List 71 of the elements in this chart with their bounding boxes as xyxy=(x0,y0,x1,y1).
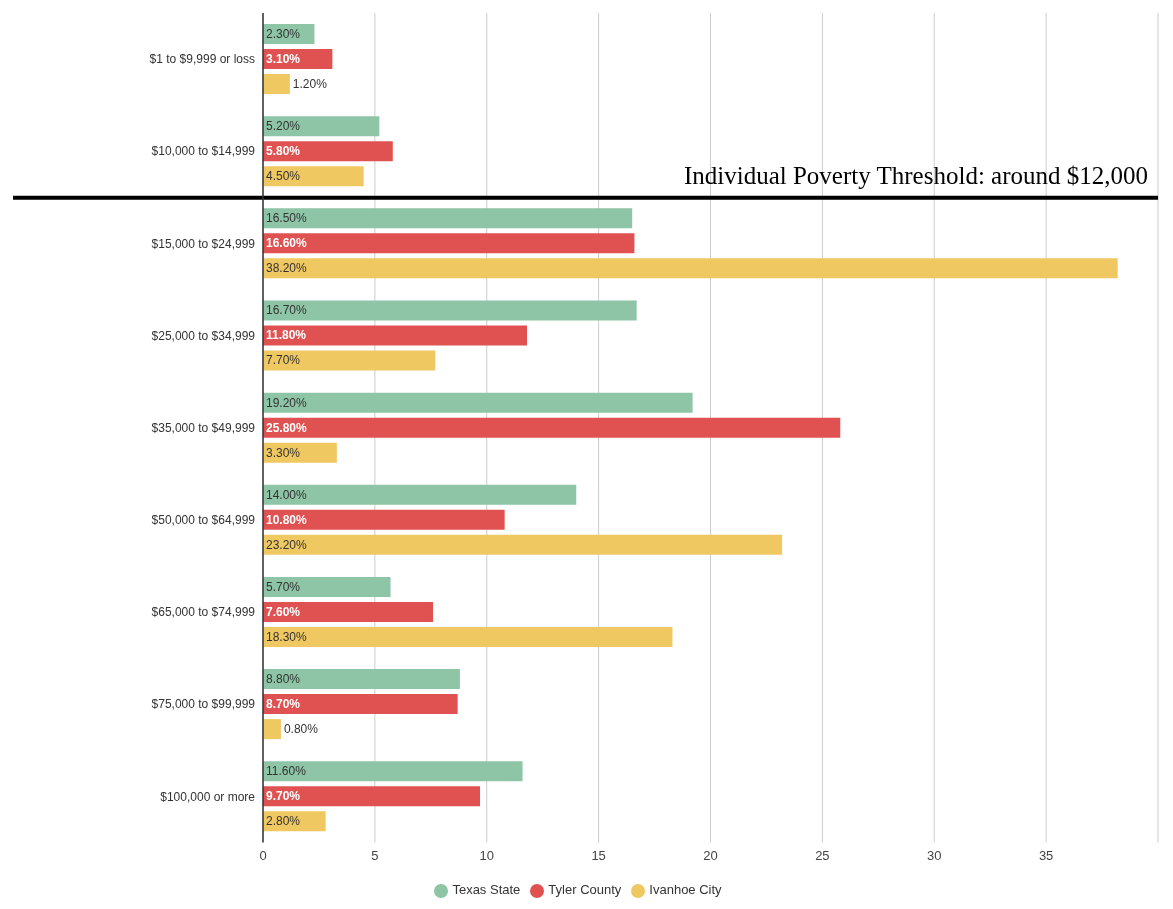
data-label: 10.80% xyxy=(266,512,308,527)
bar xyxy=(263,141,393,162)
data-label: 5.20% xyxy=(266,119,301,134)
data-label: 3.30% xyxy=(266,445,301,460)
bar xyxy=(263,761,523,782)
bar xyxy=(263,258,1118,279)
y-tick-label: $50,000 to $64,999 xyxy=(151,513,256,528)
x-tick-label: 10 xyxy=(479,847,494,863)
bar xyxy=(263,694,458,715)
bar xyxy=(263,601,434,622)
bar xyxy=(263,166,364,187)
bar xyxy=(263,626,673,647)
bar xyxy=(263,484,577,505)
data-label: 14.00% xyxy=(266,487,308,502)
bar xyxy=(263,300,637,321)
x-tick-label: 25 xyxy=(815,847,830,863)
data-label: 7.70% xyxy=(266,353,301,368)
data-label: 18.30% xyxy=(266,629,308,644)
bar xyxy=(263,669,460,690)
x-tick-label: 5 xyxy=(371,847,379,863)
data-label: 19.20% xyxy=(266,395,308,410)
bar xyxy=(263,74,290,94)
bar xyxy=(263,509,505,530)
data-label: 25.80% xyxy=(266,420,308,435)
ref-line-label: Individual Poverty Threshold: around $12,000 xyxy=(683,161,1148,189)
y-tick-label: $15,000 to $24,999 xyxy=(151,236,256,251)
y-tick-label: $35,000 to $49,999 xyxy=(151,420,256,435)
data-label: 4.50% xyxy=(266,169,301,184)
y-tick-label: $100,000 or more xyxy=(160,789,256,804)
x-tick-label: 20 xyxy=(703,847,718,863)
bar xyxy=(263,350,436,371)
data-label: 11.80% xyxy=(266,328,307,343)
bar xyxy=(263,417,841,438)
legend-label: Ivanhoe City xyxy=(649,882,722,898)
data-label: 7.60% xyxy=(266,604,301,619)
y-tick-label: $65,000 to $74,999 xyxy=(151,605,256,620)
data-label: 38.20% xyxy=(266,261,308,276)
bar xyxy=(263,208,633,229)
data-label: 5.80% xyxy=(266,144,301,159)
bar xyxy=(263,325,528,346)
data-label: 1.20% xyxy=(292,77,328,91)
bar xyxy=(263,719,281,740)
data-label: 2.30% xyxy=(266,27,301,41)
data-label: 3.10% xyxy=(266,52,301,66)
bar xyxy=(263,116,380,137)
data-label: 16.70% xyxy=(266,303,308,318)
bar xyxy=(263,576,391,597)
y-tick-label: $1 to $9,999 or loss xyxy=(149,52,255,67)
data-label: 23.20% xyxy=(266,537,308,552)
data-label: 2.80% xyxy=(266,814,301,829)
x-tick-label: 0 xyxy=(259,847,267,863)
data-label: 8.70% xyxy=(266,697,301,712)
data-label: 0.80% xyxy=(283,722,319,737)
y-tick-label: $75,000 to $99,999 xyxy=(151,697,256,712)
x-tick-label: 35 xyxy=(1038,847,1054,863)
y-tick-label: $10,000 to $14,999 xyxy=(151,144,256,159)
legend-label: Tyler County xyxy=(548,882,622,898)
bar xyxy=(263,786,481,807)
data-label: 9.70% xyxy=(266,789,301,804)
data-label: 8.80% xyxy=(266,672,301,687)
data-label: 5.70% xyxy=(266,579,301,594)
data-label: 16.60% xyxy=(266,236,308,251)
x-tick-label: 15 xyxy=(591,847,606,863)
x-tick-label: 30 xyxy=(927,847,942,863)
bar xyxy=(263,233,635,254)
legend-label: Texas State xyxy=(452,882,521,898)
data-label: 16.50% xyxy=(266,211,308,226)
bar xyxy=(263,534,783,555)
y-tick-label: $25,000 to $34,999 xyxy=(151,328,256,343)
data-label: 11.60% xyxy=(266,764,307,779)
bar xyxy=(263,392,693,413)
